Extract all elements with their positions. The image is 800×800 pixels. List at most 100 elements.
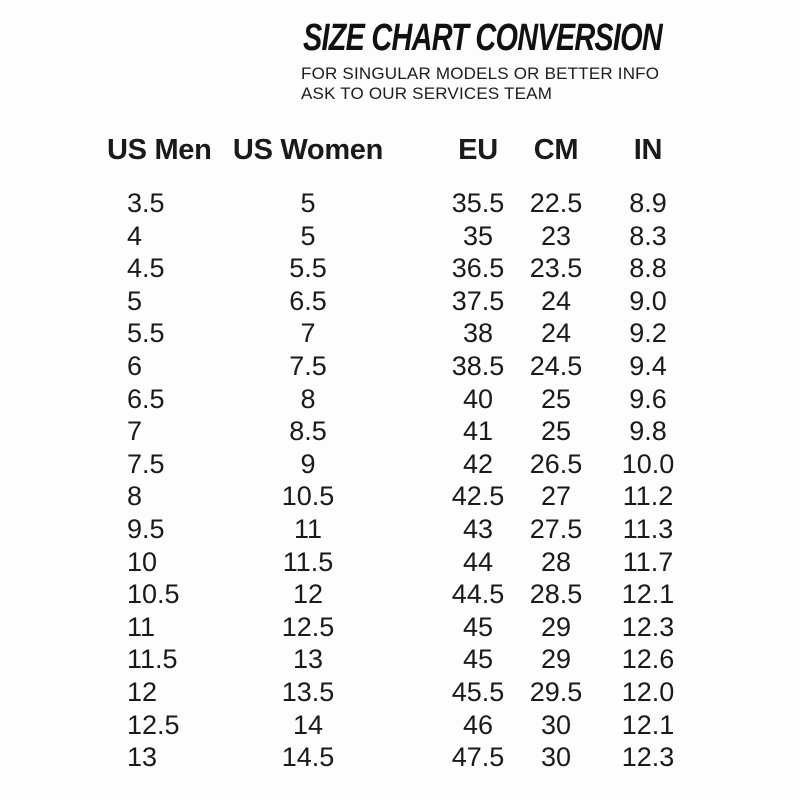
table-cell: 7 (300, 318, 316, 349)
table-cell: 12.1 (621, 579, 675, 610)
table-cell: 8.8 (629, 253, 667, 284)
table-cell: 44 (462, 546, 494, 577)
table-cell: 9.0 (629, 285, 667, 316)
table-cell: 3.5 (127, 188, 165, 218)
table-cell: 38.5 (451, 350, 505, 381)
table-cell: 44.5 (451, 579, 505, 610)
table-cell: 42.5 (451, 481, 505, 512)
table-cell: 5.5 (289, 253, 327, 284)
table-cell: 11.5 (127, 644, 178, 675)
table-cell: 27.5 (529, 513, 583, 544)
table-cell: 4.5 (127, 253, 165, 284)
table-cell: 10 (127, 546, 158, 577)
table-cell: 37.5 (451, 285, 505, 316)
column-header-us-women: US Women (232, 134, 384, 166)
table-cell: 14 (292, 709, 324, 740)
table-cell: 45.5 (451, 676, 505, 707)
table-cell: 24 (540, 285, 572, 316)
table-cell: 12.5 (281, 611, 335, 642)
table-cell: 35 (462, 220, 494, 251)
table-cell: 28 (540, 546, 572, 577)
size-conversion-table: US Men US Women EU CM IN 3.5 5 35.5 22.5 8.9 4 5 35 2… (0, 130, 800, 774)
page-title: SIZE CHART CONVERSION (303, 17, 663, 59)
table-cell: 30 (540, 742, 572, 773)
table-cell: 22.5 (529, 188, 583, 218)
table-cell: 43 (462, 513, 494, 544)
table-cell: 10.5 (281, 481, 335, 512)
table-cell: 26.5 (529, 448, 583, 479)
table-cell: 12 (127, 676, 158, 707)
table-cell: 24.5 (529, 350, 583, 381)
table-cell: 9.5 (127, 513, 165, 544)
table-cell: 25 (540, 383, 572, 414)
table-cell: 6.5 (127, 383, 165, 414)
table-cell: 8.3 (629, 220, 667, 251)
table-cell: 6.5 (289, 285, 327, 316)
table-cell: 47.5 (451, 742, 505, 773)
table-cell: 5 (300, 220, 316, 251)
table-cell: 29.5 (529, 676, 583, 707)
subtitle-line-1: FOR SINGULAR MODELS OR BETTER INFO (301, 64, 660, 83)
table-cell: 45 (462, 611, 494, 642)
subtitle-line-2: ASK TO OUR SERVICES TEAM (301, 83, 553, 103)
table-cell: 42 (462, 448, 494, 479)
table-cell: 35.5 (451, 188, 505, 218)
table-cell: 29 (540, 611, 572, 642)
table-cell: 11.5 (282, 546, 334, 577)
table-cell: 28.5 (529, 579, 583, 610)
table-cell: 8.9 (629, 188, 667, 218)
table-cell: 11.3 (622, 513, 674, 544)
table-cell: 24 (540, 318, 572, 349)
column-header-eu: EU (458, 134, 498, 166)
table-cell: 25 (540, 416, 572, 447)
table-cell: 13 (127, 742, 158, 773)
table-cell: 23 (540, 220, 572, 251)
table-cell: 12.0 (621, 676, 675, 707)
table-cell: 7 (127, 416, 143, 447)
table-cell: 5 (300, 188, 316, 218)
table-cell: 45 (462, 644, 494, 675)
table-cell: 14.5 (281, 742, 335, 773)
table-cell: 5.5 (127, 318, 165, 349)
table-cell: 9.2 (629, 318, 667, 349)
table-cell: 29 (540, 644, 572, 675)
table-cell: 41 (462, 416, 494, 447)
table-cell: 12.6 (621, 644, 675, 675)
table-cell: 10.0 (621, 448, 675, 479)
table-cell: 6 (127, 350, 143, 381)
table-cell: 7.5 (127, 448, 165, 479)
column-header-us-men: US Men (107, 134, 212, 166)
table-cell: 9.6 (629, 383, 667, 414)
table-cell: 12.5 (127, 709, 180, 740)
table-cell: 40 (462, 383, 494, 414)
table-cell: 9.4 (629, 350, 667, 381)
table-cell: 8.5 (289, 416, 327, 447)
table-cell: 13 (292, 644, 324, 675)
table-cell: 27 (540, 481, 572, 512)
table-cell: 4 (127, 220, 143, 251)
table-cell: 5 (127, 285, 143, 316)
table-cell: 8 (127, 481, 143, 512)
table-cell: 12 (292, 579, 324, 610)
table-cell: 38 (462, 318, 494, 349)
table-cell: 8 (300, 383, 316, 414)
table-cell: 9 (300, 448, 316, 479)
table-cell: 9.8 (629, 416, 667, 447)
table-cell: 10.5 (127, 579, 180, 610)
table-cell: 11.2 (622, 481, 674, 512)
table-cell: 12.3 (621, 742, 675, 773)
column-header-cm: CM (533, 134, 579, 166)
table-cell: 23.5 (529, 253, 583, 284)
table-cell: 11 (127, 611, 156, 642)
table-cell: 7.5 (289, 350, 327, 381)
table-cell: 11 (293, 513, 323, 544)
table-cell: 46 (462, 709, 494, 740)
table-cell: 12.3 (621, 611, 675, 642)
table-cell: 11.7 (622, 546, 674, 577)
subtitle: FOR SINGULAR MODELS OR BETTER INFO ASK T… (301, 64, 659, 103)
table-cell: 36.5 (451, 253, 505, 284)
column-header-in: IN (633, 134, 663, 166)
table-cell: 13.5 (281, 676, 335, 707)
table-cell: 30 (540, 709, 572, 740)
